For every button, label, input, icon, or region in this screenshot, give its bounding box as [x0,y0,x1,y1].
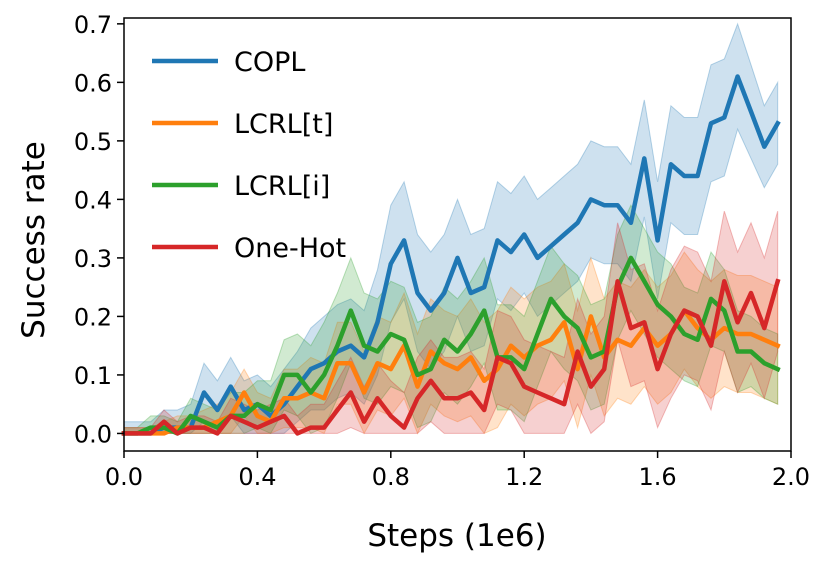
series-lines [121,74,781,436]
x-tick-label: 2.0 [772,463,810,491]
x-axis-ticks: 0.0 0.4 0.8 1.2 1.6 2.0 [105,451,810,491]
x-tick-label: 1.6 [639,463,677,491]
y-tick-label: 0.2 [74,303,112,331]
legend-label-1: LCRL[t] [234,109,333,140]
legend-label-2: LCRL[i] [234,171,330,202]
series-line-3 [121,278,781,436]
x-axis-title: Steps (1e6) [367,518,546,554]
series-line-0 [121,74,781,436]
y-tick-label: 0.6 [74,69,112,97]
x-tick-label: 1.2 [505,463,543,491]
plot-frame [123,17,792,452]
y-tick-label: 0.5 [74,128,112,156]
variance-bands [123,22,779,435]
x-tick-label: 0.8 [372,463,410,491]
y-tick-label: 0.1 [74,362,112,390]
y-axis-title: Success rate [16,141,52,339]
y-tick-label: 0.3 [74,245,112,273]
y-axis-ticks: 0.0 0.1 0.2 0.3 0.4 0.5 0.6 0.7 [74,11,124,448]
y-tick-label: 0.0 [74,420,112,448]
y-tick-label: 0.7 [74,11,112,39]
legend: COPL LCRL[t] LCRL[i] One-Hot [152,47,346,264]
x-tick-label: 0.0 [105,463,143,491]
legend-label-0: COPL [234,47,305,78]
y-tick-label: 0.4 [74,186,112,214]
legend-label-3: One-Hot [234,233,346,264]
band-0 [123,22,779,435]
x-tick-label: 0.4 [238,463,276,491]
